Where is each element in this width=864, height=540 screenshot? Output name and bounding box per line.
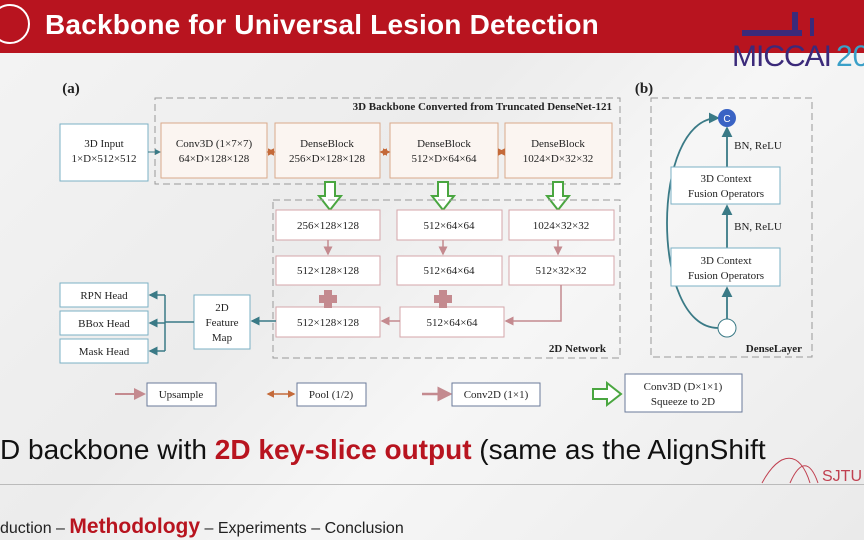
svg-text:Fusion Operators: Fusion Operators bbox=[688, 270, 764, 282]
svg-text:256×D×128×128: 256×D×128×128 bbox=[289, 153, 366, 165]
svg-text:Feature: Feature bbox=[206, 317, 239, 329]
input-dims: 1×D×512×512 bbox=[71, 153, 136, 165]
svg-text:Map: Map bbox=[212, 332, 233, 344]
svg-text:DenseBlock: DenseBlock bbox=[417, 138, 471, 150]
feature-2d-r3c1: 512×128×128 bbox=[297, 317, 359, 329]
feature-2d-r3c2: 512×64×64 bbox=[427, 317, 478, 329]
denseblock-1: DenseBlock 256×D×128×128 bbox=[274, 122, 381, 179]
denselayer-title: DenseLayer bbox=[746, 343, 802, 355]
svg-text:512×D×64×64: 512×D×64×64 bbox=[411, 153, 477, 165]
svg-text:C: C bbox=[723, 114, 730, 125]
feature-map-box bbox=[193, 294, 251, 350]
svg-text:MICCAI: MICCAI bbox=[732, 40, 831, 68]
svg-text:SJTU: SJTU bbox=[822, 468, 862, 485]
svg-text:20: 20 bbox=[836, 40, 864, 68]
svg-text:Squeeze to 2D: Squeeze to 2D bbox=[651, 396, 715, 408]
svg-text:DenseBlock: DenseBlock bbox=[300, 138, 354, 150]
add-icons bbox=[319, 290, 452, 308]
denselayer-group bbox=[650, 97, 813, 358]
footer-divider bbox=[0, 484, 864, 485]
panel-a-label: (a) bbox=[62, 81, 80, 97]
conv3d-block: Conv3D (1×7×7) 64×D×128×128 bbox=[160, 122, 268, 179]
feature-2d-r2c3: 512×32×32 bbox=[536, 265, 587, 277]
section-nav: duction – Methodology – Experiments – Co… bbox=[0, 515, 404, 538]
mask-head: Mask Head bbox=[79, 346, 130, 358]
backbone-title: 3D Backbone Converted from Truncated Den… bbox=[353, 101, 612, 113]
feature-2d-r1c3: 1024×32×32 bbox=[533, 220, 589, 232]
sjtu-logo: SJTU bbox=[761, 457, 862, 485]
bn-relu-1: BN, ReLU bbox=[734, 140, 782, 152]
rpn-head: RPN Head bbox=[80, 290, 128, 302]
svg-text:DenseBlock: DenseBlock bbox=[531, 138, 585, 150]
svg-text:1024×D×32×32: 1024×D×32×32 bbox=[523, 153, 594, 165]
architecture-diagram: (a) (b) 3D Backbone Converted from Trunc… bbox=[59, 81, 813, 413]
denseblock-2: DenseBlock 512×D×64×64 bbox=[389, 122, 499, 179]
feature-2d-r1c2: 512×64×64 bbox=[424, 220, 475, 232]
svg-text:Pool (1/2): Pool (1/2) bbox=[309, 389, 354, 401]
svg-text:3D Context: 3D Context bbox=[700, 173, 751, 185]
nav-conclusion[interactable]: Conclusion bbox=[324, 520, 404, 537]
caption-text: D backbone with 2D key-slice output (sam… bbox=[0, 434, 766, 465]
squeeze-arrows bbox=[316, 181, 572, 212]
svg-text:Conv2D (1×1): Conv2D (1×1) bbox=[464, 389, 529, 401]
fusion-op-2 bbox=[670, 247, 781, 287]
2d-network-title: 2D Network bbox=[549, 343, 607, 355]
svg-text:Conv3D (1×7×7): Conv3D (1×7×7) bbox=[176, 138, 253, 150]
slide-header: Backbone for Universal Lesion Detection bbox=[0, 0, 864, 53]
caption-highlight: 2D key-slice output bbox=[214, 434, 472, 465]
input-node-icon bbox=[717, 318, 737, 338]
slide-title: Backbone for Universal Lesion Detection bbox=[45, 9, 599, 40]
svg-text:Upsample: Upsample bbox=[159, 389, 204, 401]
university-seal-logo bbox=[0, 4, 30, 44]
nav-experiments[interactable]: Experiments bbox=[217, 520, 307, 537]
input-label: 3D Input bbox=[84, 138, 123, 150]
bn-relu-2: BN, ReLU bbox=[734, 221, 782, 233]
svg-text:Conv3D (D×1×1): Conv3D (D×1×1) bbox=[644, 381, 723, 393]
nav-methodology[interactable]: Methodology bbox=[69, 515, 201, 538]
svg-text:Fusion Operators: Fusion Operators bbox=[688, 188, 764, 200]
miccai-logo: MICCAI 20 bbox=[732, 12, 864, 68]
concat-icon bbox=[718, 109, 736, 127]
bbox-head: BBox Head bbox=[78, 318, 130, 330]
legend: Upsample Pool (1/2) Conv2D (1×1) Conv3D … bbox=[115, 373, 743, 413]
denseblock-3: DenseBlock 1024×D×32×32 bbox=[504, 122, 613, 179]
feature-2d-r1c1: 256×128×128 bbox=[297, 220, 359, 232]
backbone-group bbox=[154, 97, 621, 185]
feature-2d-r2c2: 512×64×64 bbox=[424, 265, 475, 277]
input-box bbox=[59, 123, 149, 182]
svg-text:64×D×128×128: 64×D×128×128 bbox=[179, 153, 250, 165]
feature-2d-r2c1: 512×128×128 bbox=[297, 265, 359, 277]
panel-b-label: (b) bbox=[635, 81, 653, 97]
svg-text:3D Context: 3D Context bbox=[700, 255, 751, 267]
nav-introduction[interactable]: duction bbox=[0, 520, 52, 537]
fusion-op-1 bbox=[670, 166, 781, 205]
svg-text:2D: 2D bbox=[215, 302, 229, 314]
2d-network-group bbox=[272, 199, 621, 359]
